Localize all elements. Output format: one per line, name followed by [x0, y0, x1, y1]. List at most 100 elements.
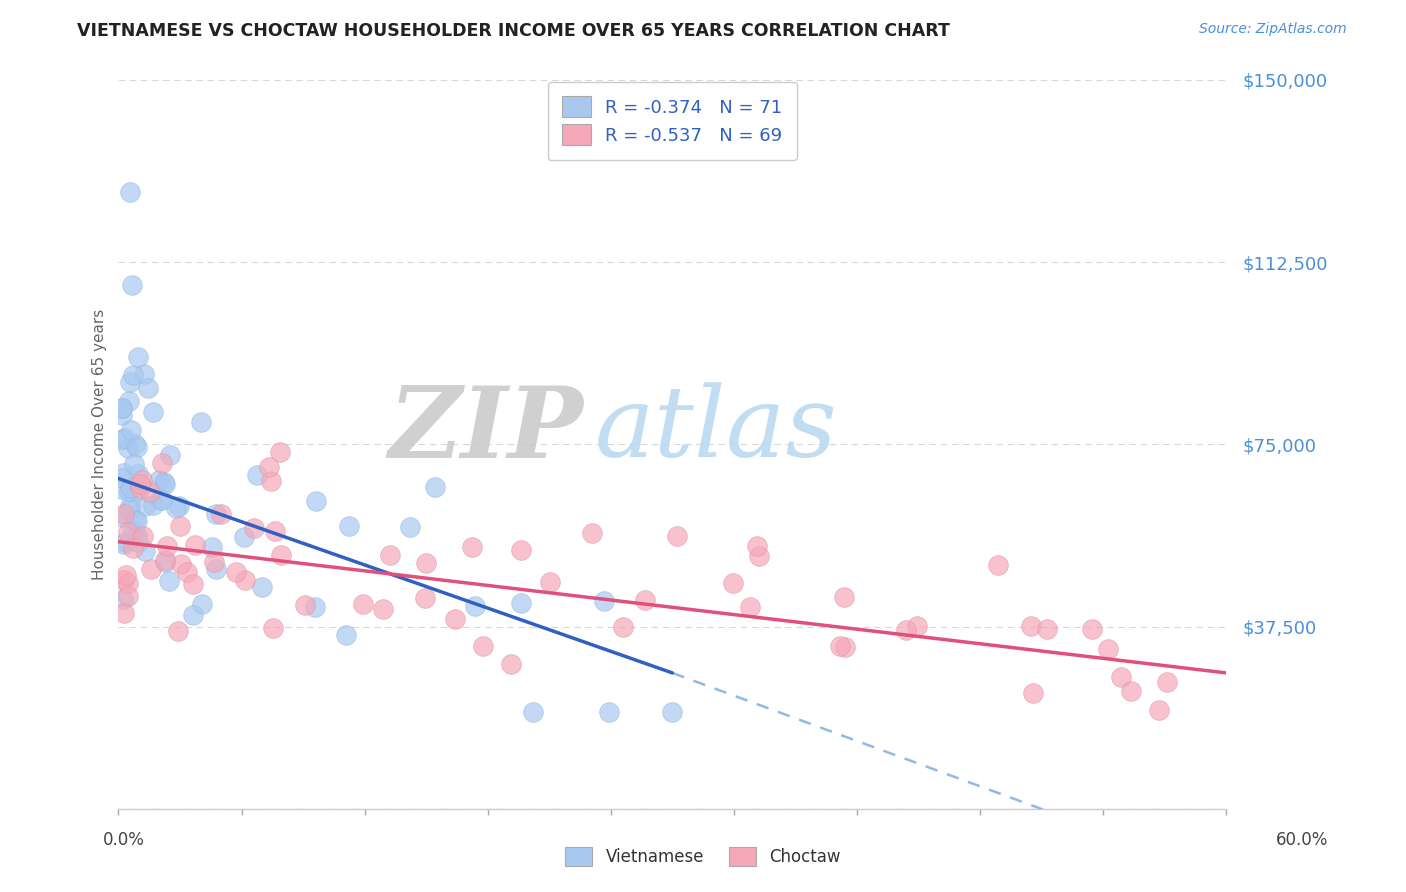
Point — [117, 575, 139, 590]
Point — [581, 526, 603, 541]
Point — [149, 493, 172, 508]
Point — [378, 548, 401, 562]
Point — [745, 539, 768, 553]
Point — [117, 441, 139, 455]
Point — [111, 408, 134, 422]
Point — [153, 477, 176, 491]
Point — [112, 606, 135, 620]
Point — [157, 574, 180, 588]
Point — [112, 573, 135, 587]
Point — [1097, 642, 1119, 657]
Point — [112, 507, 135, 521]
Point — [127, 514, 149, 528]
Point — [122, 458, 145, 472]
Point — [118, 503, 141, 517]
Point — [150, 492, 173, 507]
Point — [598, 705, 620, 719]
Point — [120, 423, 142, 437]
Point — [167, 499, 190, 513]
Point — [156, 540, 179, 554]
Point — [425, 480, 447, 494]
Point — [129, 476, 152, 491]
Point — [118, 394, 141, 409]
Point — [121, 541, 143, 556]
Point — [117, 483, 139, 498]
Point — [134, 367, 156, 381]
Point — [748, 549, 770, 564]
Point — [263, 524, 285, 538]
Point — [120, 482, 142, 496]
Point — [205, 562, 228, 576]
Point — [127, 467, 149, 482]
Point — [661, 705, 683, 719]
Legend: Vietnamese, Choctaw: Vietnamese, Choctaw — [558, 840, 848, 873]
Point — [209, 508, 232, 522]
Point — [125, 484, 148, 499]
Point — [115, 567, 138, 582]
Point — [233, 573, 256, 587]
Point — [111, 401, 134, 415]
Point — [1147, 703, 1170, 717]
Point — [905, 618, 928, 632]
Point — [593, 594, 616, 608]
Point — [305, 494, 328, 508]
Point — [896, 624, 918, 638]
Point — [165, 500, 187, 515]
Point — [153, 552, 176, 566]
Point — [832, 590, 855, 604]
Point — [464, 599, 486, 613]
Point — [232, 530, 254, 544]
Point — [830, 639, 852, 653]
Point — [184, 538, 207, 552]
Point — [1035, 622, 1057, 636]
Point — [117, 589, 139, 603]
Point — [738, 600, 761, 615]
Point — [634, 593, 657, 607]
Point — [132, 529, 155, 543]
Point — [136, 381, 159, 395]
Point — [1156, 675, 1178, 690]
Point — [127, 535, 149, 549]
Point — [1109, 670, 1132, 684]
Text: ZIP: ZIP — [388, 382, 583, 478]
Point — [510, 543, 533, 558]
Point — [246, 468, 269, 483]
Point — [201, 540, 224, 554]
Text: 60.0%: 60.0% — [1277, 831, 1329, 849]
Text: VIETNAMESE VS CHOCTAW HOUSEHOLDER INCOME OVER 65 YEARS CORRELATION CHART: VIETNAMESE VS CHOCTAW HOUSEHOLDER INCOME… — [77, 22, 950, 40]
Point — [167, 624, 190, 638]
Point — [169, 518, 191, 533]
Point — [371, 602, 394, 616]
Point — [415, 556, 437, 570]
Point — [153, 475, 176, 490]
Point — [111, 482, 134, 496]
Point — [1022, 685, 1045, 699]
Point — [461, 540, 484, 554]
Point — [413, 591, 436, 605]
Point — [205, 507, 228, 521]
Point — [170, 558, 193, 572]
Point — [612, 619, 634, 633]
Point — [260, 474, 283, 488]
Point — [139, 485, 162, 500]
Point — [114, 431, 136, 445]
Point — [181, 577, 204, 591]
Point — [499, 657, 522, 671]
Point — [181, 607, 204, 622]
Point — [112, 592, 135, 607]
Point — [1081, 622, 1104, 636]
Point — [335, 628, 357, 642]
Point — [127, 528, 149, 542]
Point — [112, 466, 135, 480]
Point — [112, 537, 135, 551]
Point — [259, 460, 281, 475]
Point — [522, 705, 544, 719]
Point — [127, 350, 149, 364]
Point — [294, 598, 316, 612]
Point — [150, 456, 173, 470]
Point — [159, 448, 181, 462]
Point — [444, 611, 467, 625]
Point — [111, 432, 134, 446]
Point — [270, 548, 292, 562]
Point — [142, 404, 165, 418]
